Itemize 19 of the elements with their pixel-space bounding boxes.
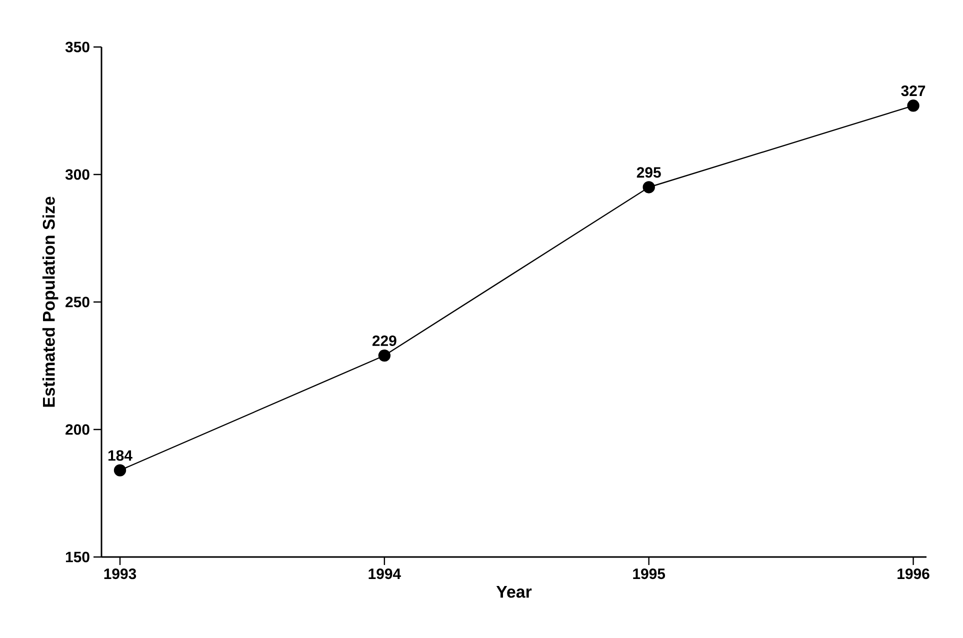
x-tick-label: 1996 [898, 568, 930, 580]
point [907, 100, 920, 112]
y-tick-label: 250 [66, 296, 90, 308]
data-label: 295 [636, 167, 661, 178]
y-tick-label: 300 [65, 169, 90, 180]
x-tick-label: 1995 [633, 568, 666, 580]
x-tick-label: 1993 [104, 568, 136, 580]
data-label: 327 [901, 86, 926, 96]
y-tick-label: 200 [66, 424, 90, 435]
data-label: 229 [372, 335, 396, 346]
point [642, 181, 655, 194]
data-label: 184 [108, 450, 132, 461]
point [114, 464, 126, 476]
y-tick-label: 150 [66, 552, 90, 562]
x-tick-label: 1994 [368, 568, 401, 580]
x-axis-title: Year [496, 586, 532, 598]
y-tick-label: 350 [65, 42, 90, 52]
y-axis-title: Estimated Population Size [42, 196, 58, 407]
point [378, 349, 391, 362]
